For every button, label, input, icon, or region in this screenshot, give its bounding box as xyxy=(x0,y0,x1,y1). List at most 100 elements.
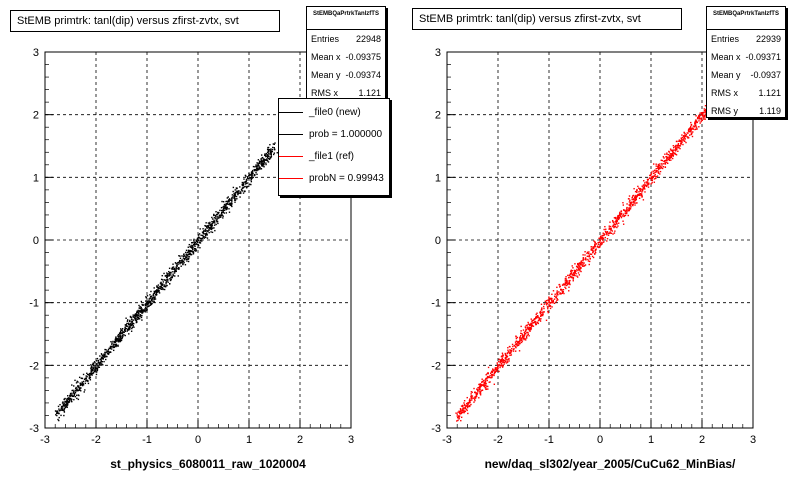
left-scatter-point xyxy=(177,275,179,277)
left-scatter-point xyxy=(161,284,163,286)
right-scatter-point xyxy=(526,331,528,334)
left-scatter-point xyxy=(231,197,233,199)
right-scatter-point xyxy=(634,198,637,200)
left-scatter-point xyxy=(68,399,71,402)
left-scatter-point xyxy=(153,297,156,299)
left-scatter-point xyxy=(86,379,88,382)
right-scatter-point xyxy=(592,251,594,253)
right-scatter-point xyxy=(468,402,471,404)
right-scatter-point xyxy=(694,126,696,128)
left-scatter-point xyxy=(201,231,204,233)
left-scatter-point xyxy=(125,327,128,330)
left-scatter-point xyxy=(104,355,106,357)
left-scatter-point xyxy=(222,206,224,208)
right-scatter-point xyxy=(692,125,695,127)
right-scatter-point xyxy=(551,293,553,296)
right-scatter-point xyxy=(613,225,616,228)
right-scatter-point xyxy=(460,419,462,422)
right-scatter-point xyxy=(664,161,666,163)
right-scatter-point xyxy=(633,199,636,201)
left-scatter-point xyxy=(186,254,188,256)
right-scatter-point xyxy=(666,157,668,160)
left-scatter-point xyxy=(140,316,143,319)
left-scatter-point xyxy=(232,190,234,193)
right-scatter-point xyxy=(675,154,678,156)
left-scatter-point xyxy=(70,400,72,402)
left-scatter-point xyxy=(177,267,179,270)
left-scatter-point xyxy=(229,199,231,202)
right-scatter-point xyxy=(654,171,656,173)
right-scatter-point xyxy=(470,403,472,406)
right-scatter-point xyxy=(587,252,590,255)
right-scatter-point xyxy=(684,135,687,137)
left-scatter-point xyxy=(80,387,82,389)
right-scatter-point xyxy=(637,194,639,196)
left-scatter-point xyxy=(139,314,142,316)
right-scatter-point xyxy=(520,330,522,332)
right-scatter-point xyxy=(670,159,672,161)
left-scatter-point xyxy=(147,303,149,306)
right-scatter-point xyxy=(566,282,568,285)
right-scatter-point xyxy=(464,406,467,409)
right-scatter-point xyxy=(683,137,685,140)
left-scatter-point xyxy=(109,351,112,353)
left-scatter-point xyxy=(117,333,120,336)
right-x-tick-label: 1 xyxy=(648,434,654,446)
right-scatter-point xyxy=(493,372,496,375)
right-scatter-point xyxy=(650,176,653,179)
left-scatter-point xyxy=(233,192,235,195)
left-scatter-point xyxy=(133,322,135,325)
right-scatter-point xyxy=(536,321,539,324)
left-scatter-point xyxy=(245,180,247,183)
right-scatter-point xyxy=(573,272,575,274)
right-scatter-point xyxy=(649,177,652,180)
left-x-tick-label: -2 xyxy=(91,434,101,446)
right-scatter-point xyxy=(638,187,640,189)
left-scatter-point xyxy=(106,350,108,352)
left-scatter-point xyxy=(191,246,193,248)
right-scatter-point xyxy=(476,388,478,390)
left-scatter-point xyxy=(63,402,65,404)
right-scatter-point xyxy=(568,286,570,288)
right-scatter-point xyxy=(506,355,509,358)
right-scatter-point xyxy=(609,227,612,230)
left-stats-row: Mean x -0.09375 xyxy=(311,52,381,62)
right-scatter-point xyxy=(600,237,602,239)
right-scatter-point xyxy=(477,391,479,393)
right-scatter-point xyxy=(501,356,504,358)
right-scatter-point xyxy=(463,400,466,402)
left-scatter-point xyxy=(121,337,123,339)
left-scatter-point xyxy=(86,372,88,375)
left-scatter-point xyxy=(241,184,244,186)
right-scatter-point xyxy=(664,166,667,168)
right-scatter-point xyxy=(487,366,490,369)
right-scatter-point xyxy=(565,287,567,290)
left-scatter-point xyxy=(229,202,231,205)
right-scatter-point xyxy=(514,345,516,348)
right-scatter-point xyxy=(670,153,673,155)
right-scatter-point xyxy=(685,133,688,136)
left-scatter-point xyxy=(129,315,132,318)
left-scatter-point xyxy=(271,150,273,153)
left-scatter-point xyxy=(101,360,104,363)
right-scatter-point xyxy=(464,405,467,407)
right-scatter-point xyxy=(522,329,525,331)
right-scatter-point xyxy=(655,171,658,173)
right-scatter-point xyxy=(516,336,519,339)
left-scatter-point xyxy=(79,384,81,387)
left-scatter-point xyxy=(225,212,228,214)
right-scatter-point xyxy=(631,204,634,206)
left-scatter-point xyxy=(199,247,201,249)
right-scatter-point xyxy=(498,364,501,366)
right-scatter-point xyxy=(612,225,614,228)
right-scatter-point xyxy=(493,369,495,372)
right-scatter-point xyxy=(642,184,645,186)
left-scatter-point xyxy=(135,315,138,317)
right-scatter-point xyxy=(547,299,549,301)
left-scatter-point xyxy=(128,326,130,328)
right-scatter-point xyxy=(474,396,477,398)
left-scatter-point xyxy=(242,192,245,194)
right-scatter-point xyxy=(562,283,565,285)
left-scatter-point xyxy=(195,248,197,251)
left-scatter-point xyxy=(218,211,220,214)
